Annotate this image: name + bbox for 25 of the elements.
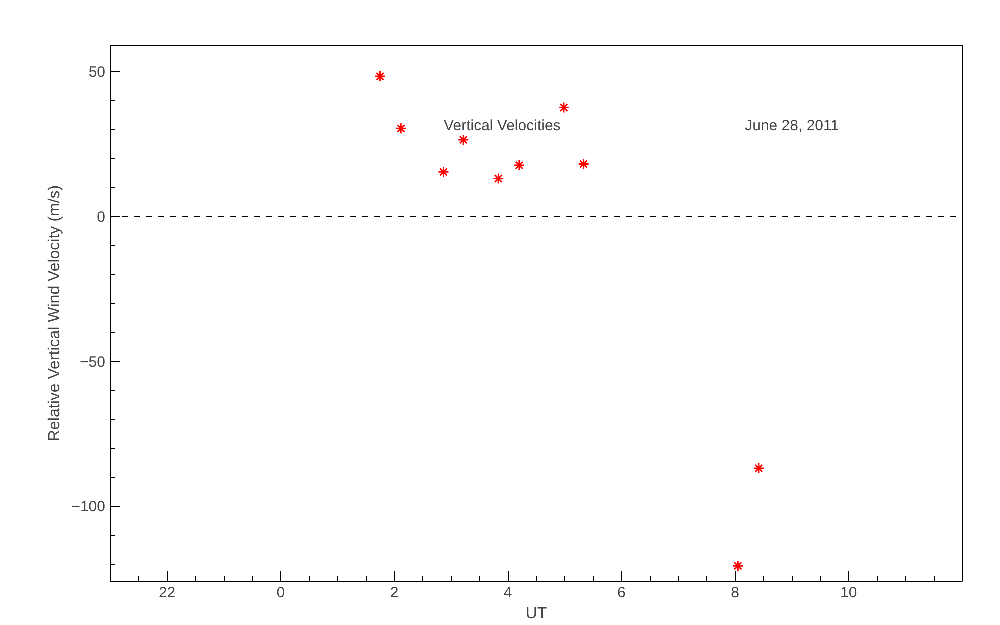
x-tick-label: 22 (158, 584, 176, 602)
point (458, 134, 470, 146)
x-tick-label: 0 (276, 584, 286, 602)
point (374, 70, 386, 82)
point (732, 560, 744, 572)
point (395, 122, 407, 134)
y-tick-label: −50 (80, 354, 106, 371)
annotation: Vertical Velocities (444, 117, 561, 134)
y-tick-label: 0 (97, 208, 106, 226)
x-tick-label: 6 (618, 584, 626, 602)
point (558, 102, 570, 114)
point (514, 160, 526, 172)
point (438, 166, 450, 178)
x-tick-label: 8 (731, 584, 740, 602)
x-tick-label: 10 (840, 584, 858, 602)
y-axis-title: Relative Vertical Wind Velocity (m/s) (46, 185, 64, 442)
point (753, 462, 765, 474)
y-tick-label: −100 (72, 498, 106, 516)
x-axis-title: UT (526, 606, 548, 622)
x-tick-label: 2 (390, 584, 399, 602)
y-tick-label: 50 (88, 64, 106, 82)
x-tick-label: 4 (504, 584, 512, 602)
point (492, 173, 504, 185)
annotation: June 28, 2011 (745, 117, 840, 134)
point (578, 158, 590, 170)
